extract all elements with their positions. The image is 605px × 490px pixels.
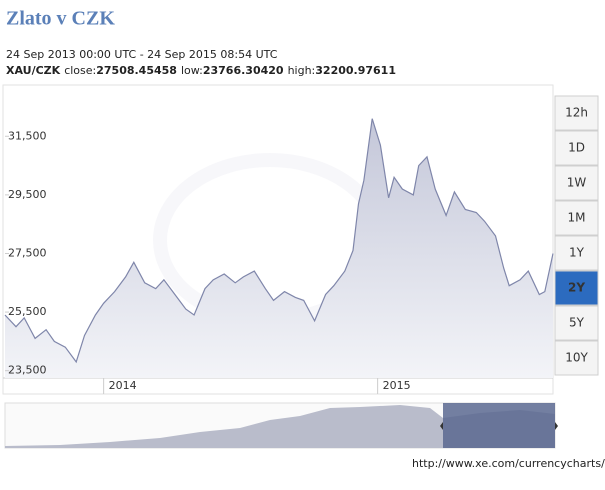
high: 32200.97611 — [315, 64, 396, 77]
button-box — [554, 200, 599, 236]
range-button[interactable]: 1Y — [554, 235, 599, 271]
range-button[interactable]: 1M — [554, 200, 599, 236]
close-label: close: — [64, 64, 96, 77]
x-tick-label: 2014 — [109, 379, 137, 392]
range-button[interactable]: 1W — [554, 165, 599, 201]
button-box — [554, 130, 599, 166]
button-label[interactable]: 10Y — [565, 351, 588, 365]
y-tick-label: 29,500 — [8, 188, 47, 201]
y-tick-label: 27,500 — [8, 246, 47, 259]
close: 27508.45458 — [96, 64, 177, 77]
navigator — [4, 402, 558, 449]
navigator-area — [5, 405, 555, 448]
plot: 23,500 25,500 27,500 29,500 31,500 2014 2015 — [4, 118, 554, 394]
button-label[interactable]: 1M — [568, 211, 586, 225]
button-box — [554, 270, 599, 306]
button-box — [554, 235, 599, 271]
range-buttons: 12h 1D 1W 1M 1Y 2Y 5Y 10Y — [554, 95, 599, 376]
range-button[interactable]: 1D — [554, 130, 599, 166]
chart-title: Zlato v CZK — [6, 8, 115, 30]
button-box — [554, 340, 599, 376]
period: 24 Sep 2013 00:00 UTC - 24 Sep 2015 08:5… — [6, 48, 278, 61]
range-button[interactable]: 5Y — [554, 305, 599, 341]
plot-frame — [2, 84, 554, 395]
range-button[interactable]: 12h — [554, 95, 599, 131]
summary: XAU/CZK close:27508.45458 low:23766.30420 h… — [6, 64, 396, 77]
y-tick-label: 31,500 — [8, 129, 47, 142]
button-label[interactable]: 1Y — [569, 246, 585, 260]
price-line — [4, 118, 554, 364]
button-label[interactable]: 1D — [568, 141, 585, 155]
low-label: low: — [181, 64, 203, 77]
x-tick-label: 2015 — [383, 379, 411, 392]
button-box — [554, 305, 599, 341]
button-label[interactable]: 5Y — [569, 316, 585, 330]
button-box — [554, 165, 599, 201]
high-label: high: — [288, 64, 316, 77]
button-box — [554, 95, 599, 131]
button-label[interactable]: 1W — [567, 176, 587, 190]
range-button[interactable]: 10Y — [554, 340, 599, 376]
low: 23766.30420 — [203, 64, 284, 77]
source: http://www.xe.com/currencycharts/ — [412, 457, 605, 470]
pair: XAU/CZK — [6, 64, 61, 77]
navigator-selection — [443, 403, 555, 448]
range-button[interactable]: 2Y — [554, 270, 599, 306]
button-label[interactable]: 12h — [565, 106, 588, 120]
y-tick-label: 25,500 — [8, 305, 47, 318]
button-label[interactable]: 2Y — [568, 281, 585, 295]
y-tick-label: 23,500 — [8, 364, 47, 377]
